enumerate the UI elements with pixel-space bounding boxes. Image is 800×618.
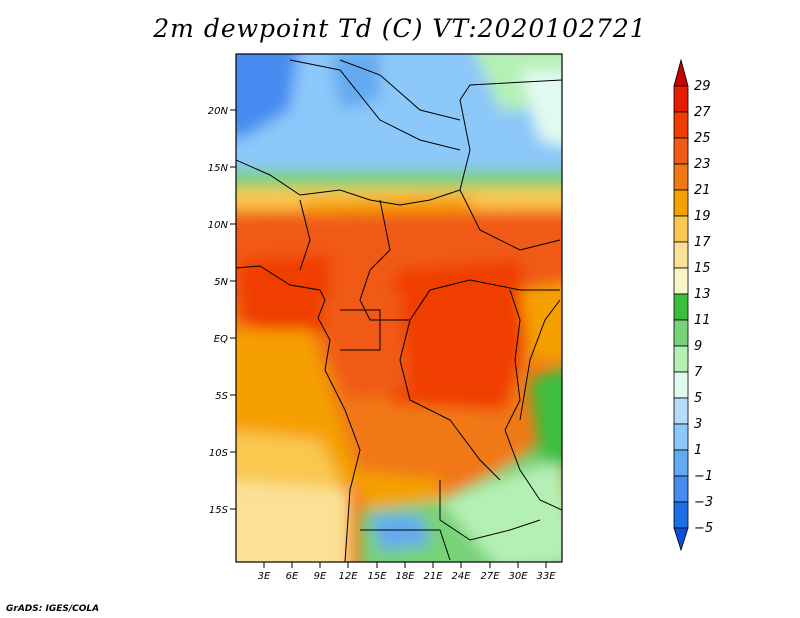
colorbar-label: 1: [694, 443, 702, 458]
lat-label: 15N: [208, 163, 229, 174]
lon-label: 33E: [536, 571, 556, 582]
lon-label: 15E: [367, 571, 387, 582]
colorbar-label: 7: [694, 365, 703, 380]
colorbar-swatch: [673, 397, 689, 425]
colorbar-swatch: [673, 527, 689, 552]
colorbar-label: 27: [694, 105, 711, 120]
colorbar-label: 11: [694, 313, 711, 328]
plot-frame: [235, 53, 563, 563]
colorbar-swatch: [673, 189, 689, 217]
colorbar-label: 19: [694, 209, 711, 224]
colorbar-swatch: [673, 241, 689, 269]
colorbar-swatch: [673, 58, 689, 87]
lon-label: 12E: [338, 571, 358, 582]
colorbar-label: 15: [694, 261, 711, 276]
colorbar-label: −3: [694, 495, 713, 510]
colorbar-label: 5: [694, 391, 702, 406]
lat-label: 5N: [214, 277, 228, 288]
colorbar-label: 25: [694, 131, 711, 146]
colorbar-swatch: [673, 423, 689, 451]
lat-label: 10S: [209, 448, 229, 459]
colorbar-labels: 29 27 25 23 21 19 17 15 13 11 9 7 5 3 1 …: [694, 79, 713, 536]
colorbar-swatch: [673, 345, 689, 373]
colorbar-swatch: [673, 475, 689, 503]
colorbar-swatch: [673, 85, 689, 113]
lat-label: 15S: [209, 505, 229, 516]
lon-label: 3E: [258, 571, 271, 582]
colorbar-swatch: [673, 111, 689, 139]
country-borders: [236, 59, 562, 562]
lat-label: 10N: [208, 220, 229, 231]
colorbar-swatch: [673, 371, 689, 399]
colorbar-label: 17: [694, 235, 711, 250]
lat-label: 20N: [208, 106, 229, 117]
colorbar-swatch: [673, 293, 689, 321]
colorbar-label: 3: [694, 417, 702, 432]
longitude-axis: 3E 6E 9E 12E 15E 18E 21E 24E 27E 30E 33E: [258, 562, 556, 582]
colorbar: [673, 58, 689, 552]
dewpoint-field: [236, 54, 562, 562]
colorbar-swatch: [673, 501, 689, 529]
colorbar-label: −1: [694, 469, 713, 484]
lon-label: 6E: [286, 571, 299, 582]
colorbar-label: 23: [694, 157, 711, 172]
lat-label: EQ: [214, 334, 228, 345]
colorbar-label: 13: [694, 287, 711, 302]
colorbar-label: 9: [694, 339, 702, 354]
colorbar-label: 21: [694, 183, 711, 198]
grads-credit: GrADS: IGES/COLA: [6, 604, 100, 614]
colorbar-label: −5: [694, 521, 713, 536]
colorbar-swatch: [673, 163, 689, 191]
colorbar-label: 29: [694, 79, 711, 94]
lon-label: 18E: [395, 571, 415, 582]
colorbar-swatch: [673, 137, 689, 165]
lon-label: 21E: [423, 571, 443, 582]
colorbar-swatch: [673, 215, 689, 243]
map-title: 2m dewpoint Td (C) VT:2020102721: [153, 14, 647, 43]
lon-label: 27E: [480, 571, 500, 582]
colorbar-swatch: [673, 267, 689, 295]
lon-label: 30E: [508, 571, 528, 582]
colorbar-swatch: [673, 319, 689, 347]
latitude-axis: 20N 15N 10N 5N EQ 5S 10S 15S: [208, 106, 236, 516]
colorbar-swatch: [673, 449, 689, 477]
lon-label: 9E: [314, 571, 327, 582]
lon-label: 24E: [451, 571, 471, 582]
lat-label: 5S: [215, 391, 228, 402]
